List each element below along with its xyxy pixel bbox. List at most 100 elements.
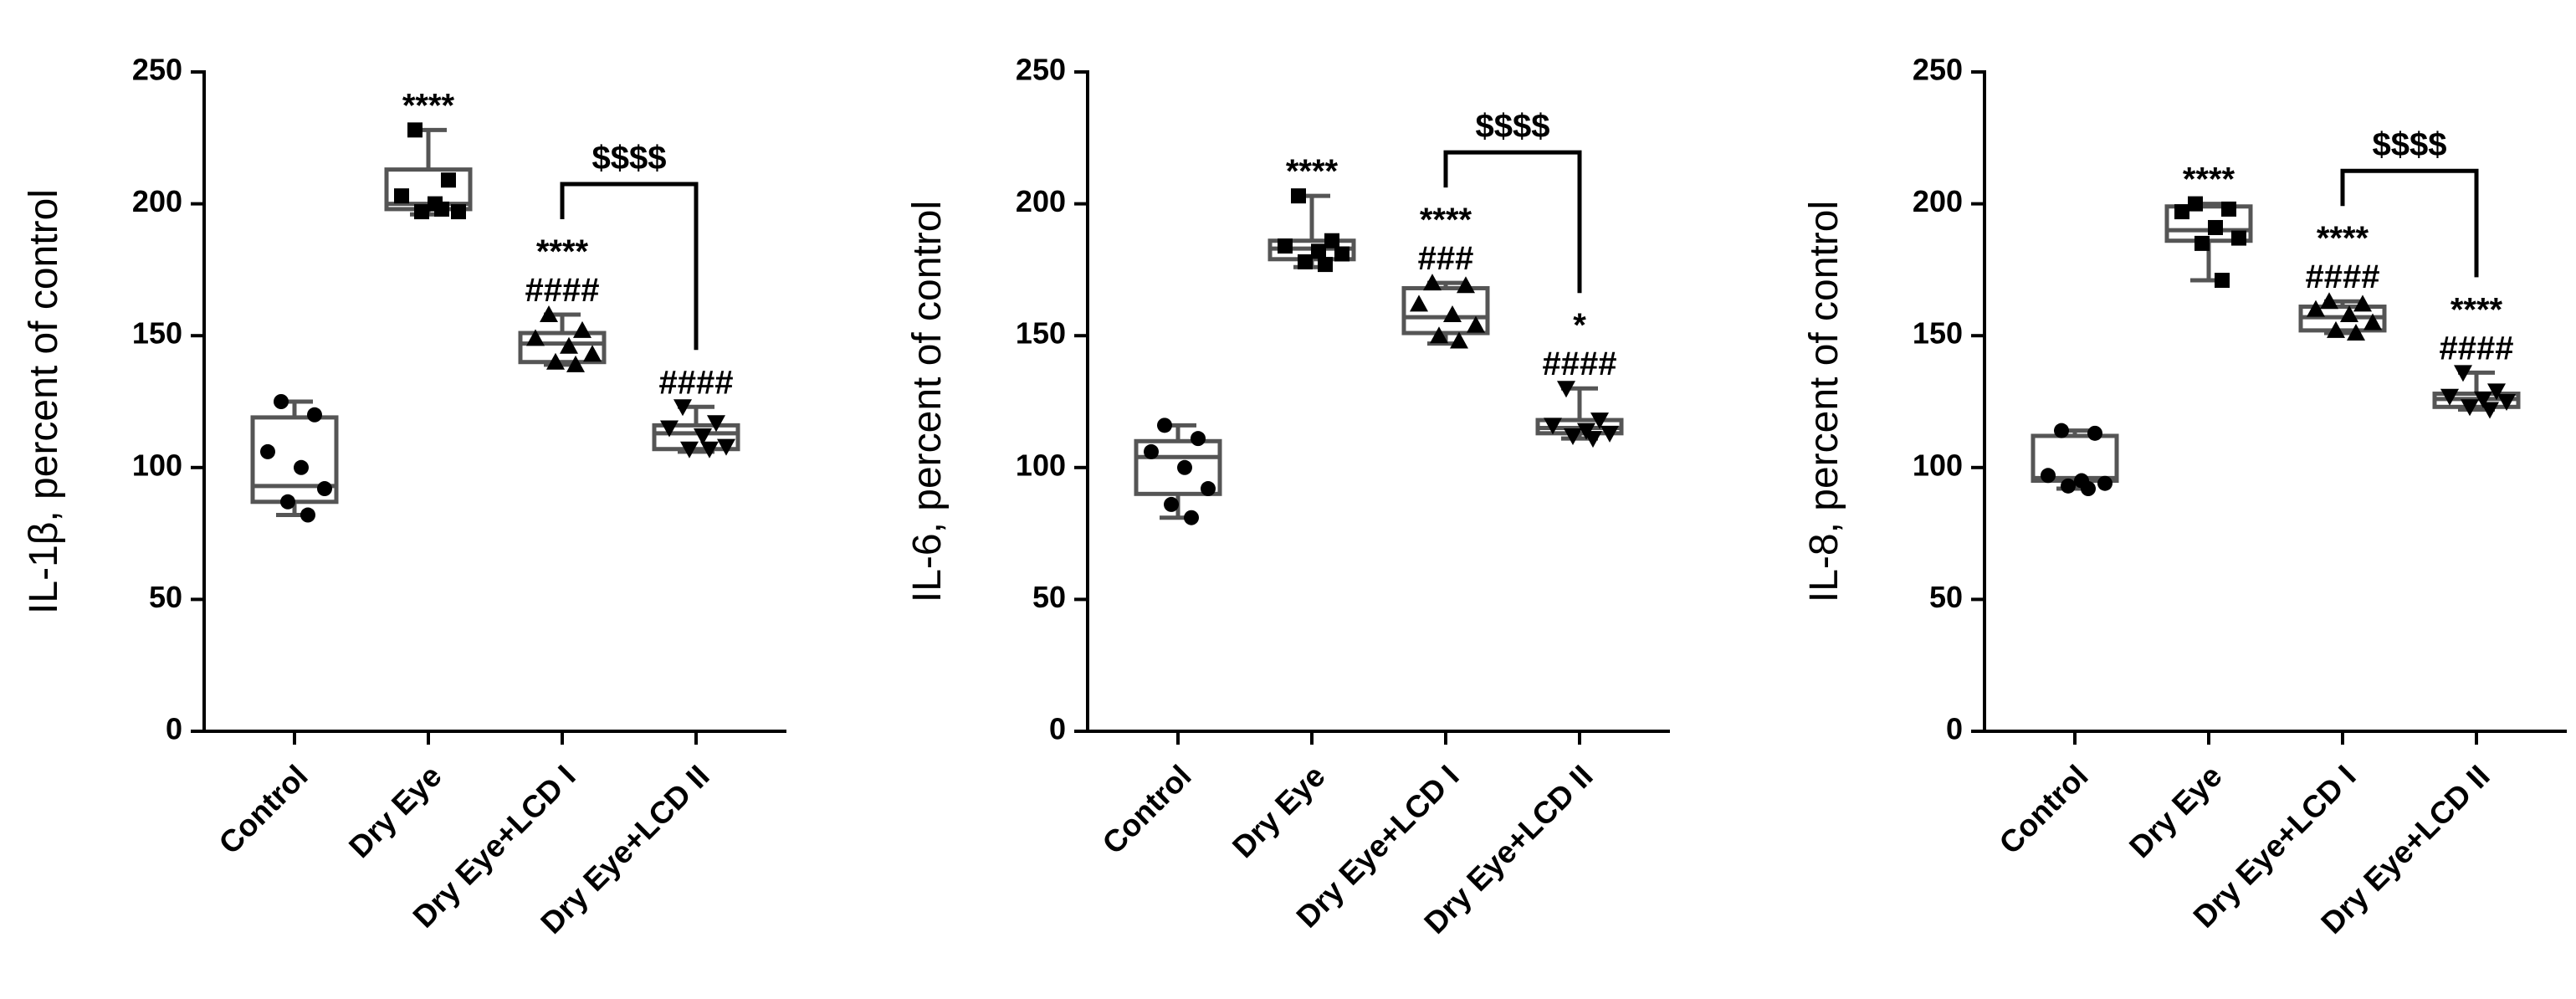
- point: [1557, 381, 1575, 398]
- y-tick-label: 200: [1016, 184, 1066, 218]
- point: [680, 441, 699, 459]
- point: [1467, 315, 1485, 333]
- point: [1544, 418, 1562, 435]
- point: [434, 201, 449, 217]
- point: [2340, 305, 2358, 322]
- y-tick-label: 50: [1032, 580, 1066, 614]
- point: [2347, 324, 2365, 341]
- point: [2487, 383, 2506, 401]
- point: [280, 494, 295, 510]
- point: [294, 459, 309, 475]
- x-tick-label: Dry Eye: [2123, 759, 2228, 864]
- y-tick-label: 0: [1049, 712, 1066, 746]
- significance-label: ####: [525, 272, 600, 309]
- point: [694, 428, 712, 445]
- significance-label: ****: [2183, 161, 2235, 198]
- point: [1584, 431, 1602, 448]
- x-tick-label: Control: [1993, 759, 2095, 861]
- point: [2097, 475, 2113, 491]
- x-tick-label: Dry Eye: [1226, 759, 1331, 864]
- point: [2307, 300, 2325, 317]
- point: [2221, 201, 2236, 217]
- point: [1334, 246, 1349, 262]
- comparison-label: $$$$: [592, 140, 667, 177]
- x-tick-label: Control: [1096, 759, 1198, 861]
- y-tick-label: 0: [166, 712, 182, 746]
- y-tick-label: 100: [1016, 448, 1066, 482]
- point: [2327, 320, 2345, 338]
- point: [540, 305, 558, 322]
- point: [2363, 313, 2382, 330]
- significance-label: ####: [2440, 330, 2514, 366]
- y-axis-label: IL-8, percent of control: [1802, 201, 1846, 602]
- point: [317, 481, 332, 497]
- point: [2497, 394, 2516, 411]
- chart: 0 50 100 150 200 250 IL-6, percent of control C…: [905, 53, 1670, 940]
- significance-label: ****: [1286, 153, 1339, 190]
- point: [300, 507, 315, 523]
- point: [1443, 305, 1462, 322]
- point: [407, 122, 423, 138]
- y-tick-label: 50: [1929, 580, 1963, 614]
- point: [2231, 230, 2246, 246]
- significance-label: ####: [2306, 259, 2380, 295]
- significance-label: ****: [2317, 220, 2369, 257]
- point: [1423, 274, 1442, 291]
- point: [1184, 510, 1199, 525]
- point: [1157, 418, 1172, 433]
- significance-label: ****: [402, 87, 455, 124]
- point: [566, 355, 585, 372]
- point: [1164, 496, 1179, 512]
- y-tick-label: 50: [149, 580, 182, 614]
- point: [1590, 412, 1609, 430]
- comparison-bracket: [2340, 168, 2479, 278]
- point: [583, 345, 602, 362]
- y-tick-label: 150: [1913, 316, 1963, 351]
- point: [1291, 188, 1306, 204]
- point: [1457, 276, 1475, 294]
- point: [2440, 388, 2459, 406]
- y-axis-label: IL-1β, percent of control: [22, 189, 66, 614]
- y-tick-label: 250: [132, 53, 182, 87]
- point: [546, 352, 565, 370]
- point: [2081, 481, 2096, 497]
- point: [274, 394, 289, 409]
- y-axis-label: IL-6, percent of control: [905, 201, 950, 602]
- point: [1191, 431, 1206, 447]
- point: [2461, 399, 2479, 417]
- point: [451, 204, 466, 220]
- point: [1278, 238, 1293, 254]
- y-tick-label: 200: [132, 184, 182, 218]
- point: [1298, 254, 1313, 269]
- point: [2320, 292, 2338, 310]
- point: [2474, 391, 2492, 408]
- point: [1430, 326, 1448, 344]
- point: [700, 441, 719, 459]
- point: [1410, 295, 1428, 312]
- point: [1324, 233, 1339, 248]
- point: [1318, 257, 1333, 273]
- y-tick-label: 150: [1016, 316, 1066, 351]
- point: [1600, 425, 1619, 443]
- point: [717, 438, 735, 456]
- point: [414, 204, 429, 220]
- x-tick-label: Dry Eye: [342, 759, 448, 864]
- significance-label: ****: [536, 233, 589, 270]
- point: [2041, 468, 2056, 484]
- point: [526, 329, 545, 346]
- point: [394, 188, 409, 204]
- point: [707, 415, 725, 433]
- chart: 0 50 100 150 200 250 IL-1β, percent of control…: [22, 53, 786, 940]
- y-tick-label: 0: [1946, 712, 1963, 746]
- point: [2061, 478, 2076, 494]
- point: [441, 172, 456, 188]
- point: [1450, 331, 1468, 349]
- point: [2087, 425, 2102, 441]
- significance-label: *: [1573, 307, 1586, 344]
- significance-label: ****: [1420, 202, 1472, 238]
- point: [560, 336, 578, 354]
- y-tick-label: 250: [1913, 53, 1963, 87]
- point: [660, 420, 679, 438]
- comparison-label: $$$$: [2373, 126, 2447, 163]
